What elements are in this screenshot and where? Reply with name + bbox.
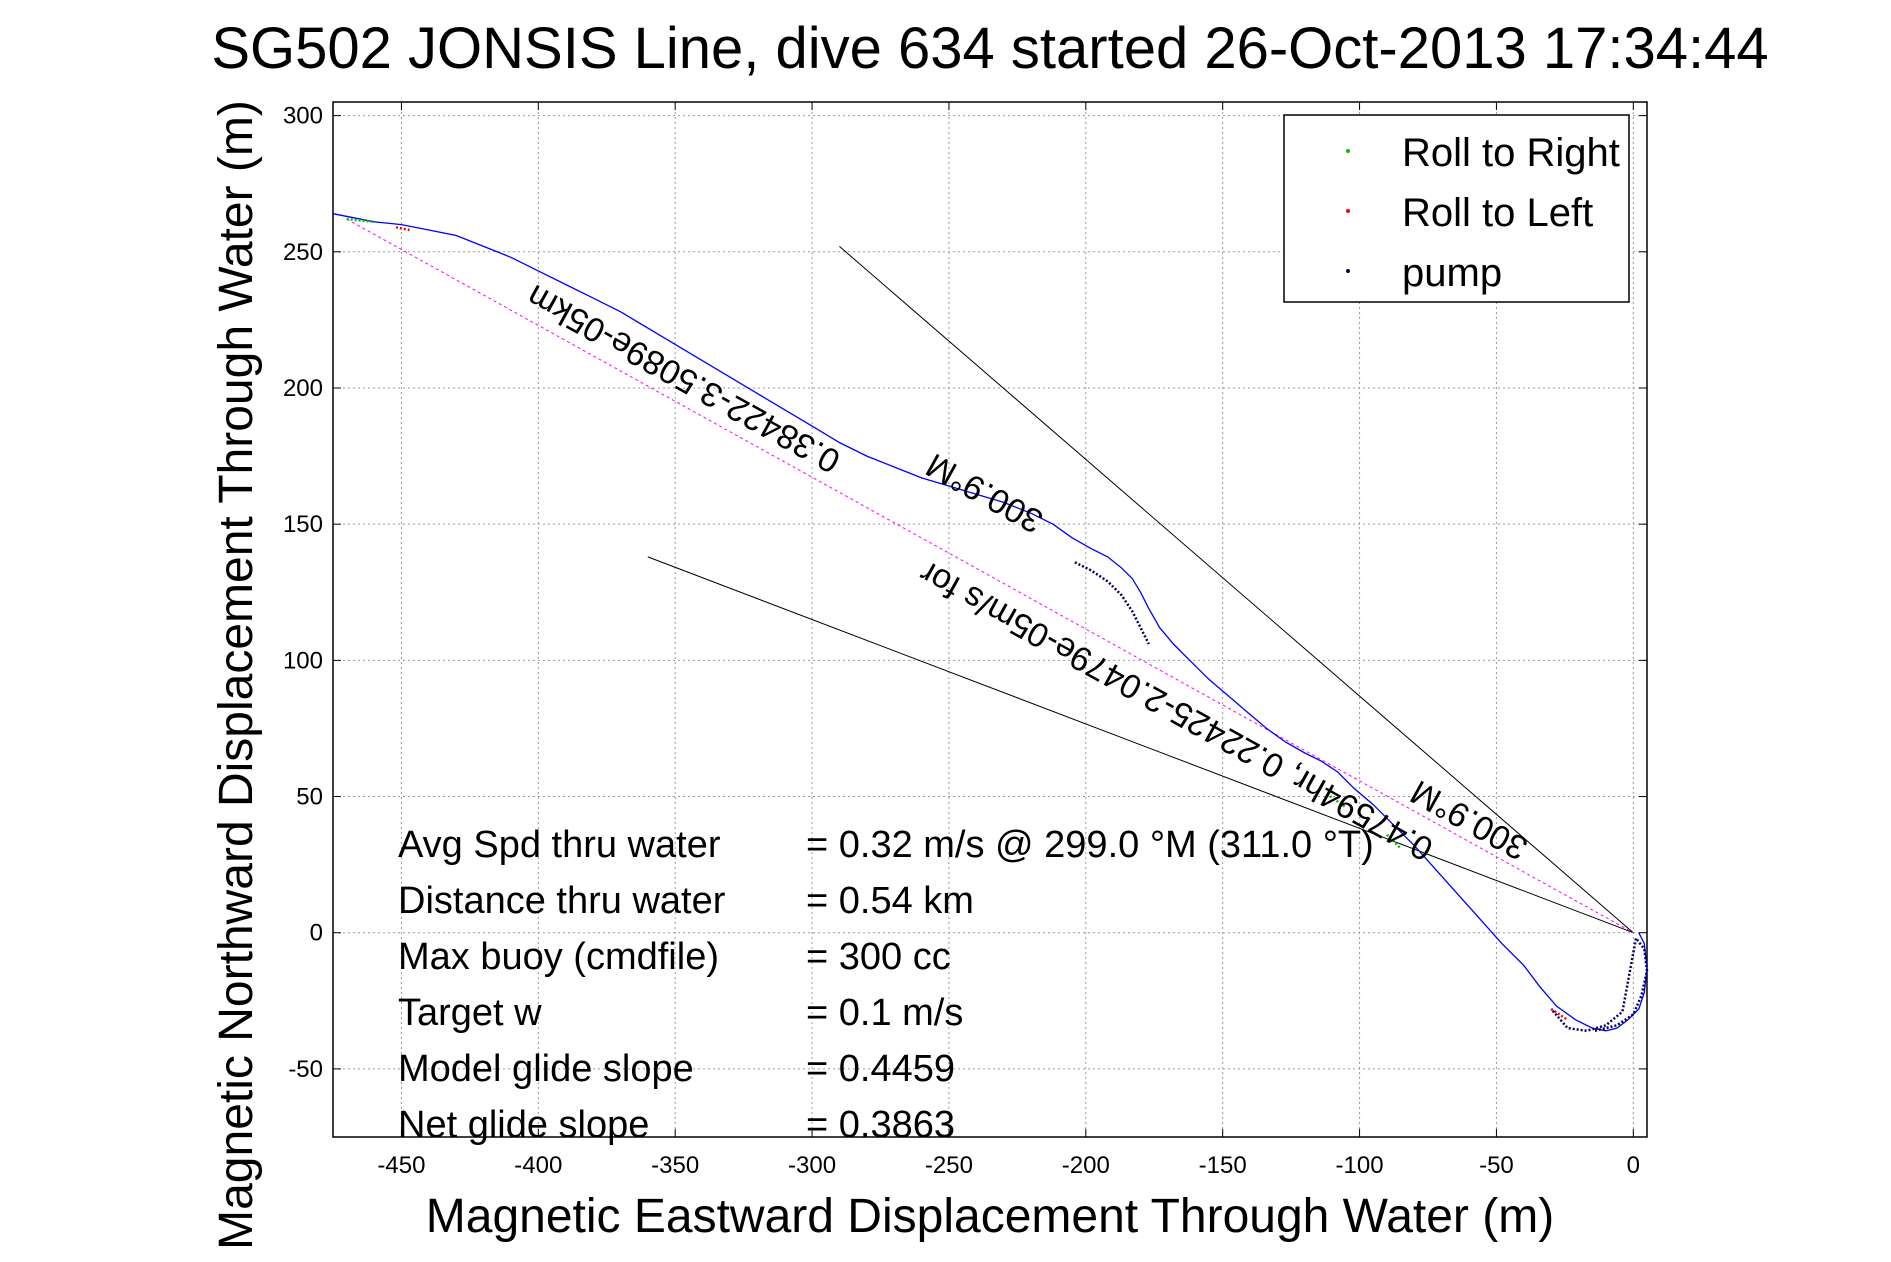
y-tick-label: 250 bbox=[283, 239, 323, 266]
reference-line bbox=[647, 556, 1634, 934]
info-block: Avg Spd thru water = 0.32 m/s @ 299.0 °M … bbox=[398, 824, 1374, 1146]
info-value: = 0.32 m/s @ 299.0 °M (311.0 °T) bbox=[806, 824, 1374, 866]
y-tick-label: 200 bbox=[283, 375, 323, 402]
legend-marker bbox=[1346, 209, 1350, 213]
y-tick-label: 0 bbox=[310, 920, 323, 947]
legend-box bbox=[1283, 114, 1630, 303]
reference-line bbox=[839, 246, 1634, 934]
info-label: Model glide slope bbox=[398, 1048, 694, 1090]
info-label: Net glide slope bbox=[398, 1104, 649, 1146]
x-tick-label: -400 bbox=[514, 1152, 562, 1179]
x-tick-label: -50 bbox=[1479, 1152, 1514, 1179]
info-value: = 300 cc bbox=[806, 936, 951, 978]
info-value: = 0.1 m/s bbox=[806, 992, 963, 1034]
legend-label: Roll to Right bbox=[1402, 131, 1620, 175]
y-tick-label: 300 bbox=[283, 103, 323, 130]
legend-marker bbox=[1346, 269, 1350, 273]
pump-segment bbox=[1550, 935, 1649, 1033]
track-line bbox=[332, 213, 1648, 1032]
x-axis-ticks: -450 -400 -350 -300 -250 -200 -150 -100 -50 0 bbox=[377, 102, 1640, 1179]
grid bbox=[333, 102, 1647, 1137]
plot-area bbox=[332, 101, 1648, 1138]
x-tick-label: -350 bbox=[651, 1152, 699, 1179]
y-tick-label: 150 bbox=[283, 511, 323, 538]
x-tick-label: -150 bbox=[1199, 1152, 1247, 1179]
info-label: Target w bbox=[398, 992, 542, 1034]
legend-label: Roll to Left bbox=[1402, 191, 1593, 235]
y-tick-label: 50 bbox=[296, 784, 323, 811]
info-label: Max buoy (cmdfile) bbox=[398, 936, 719, 978]
x-tick-label: -450 bbox=[377, 1152, 425, 1179]
x-tick-label: -100 bbox=[1336, 1152, 1384, 1179]
pump-segment bbox=[1074, 561, 1150, 645]
info-label: Distance thru water bbox=[398, 880, 726, 922]
info-value: = 0.54 km bbox=[806, 880, 974, 922]
info-value: = 0.4459 bbox=[806, 1048, 955, 1090]
info-value: = 0.3863 bbox=[806, 1104, 955, 1146]
y-axis-label: Magnetic Northward Displacement Through … bbox=[210, 100, 263, 1250]
y-tick-label: -50 bbox=[288, 1056, 323, 1083]
reference-lines bbox=[346, 218, 1634, 934]
x-axis-label: Magnetic Eastward Displacement Through W… bbox=[426, 1190, 1554, 1243]
legend: Roll to Right Roll to Left pump bbox=[1283, 114, 1630, 303]
roll-right-segment bbox=[346, 217, 375, 224]
info-label: Avg Spd thru water bbox=[398, 824, 721, 866]
roll-left-segment bbox=[1550, 1007, 1569, 1021]
roll-right-segment bbox=[1386, 833, 1402, 850]
x-tick-label: 0 bbox=[1627, 1152, 1640, 1179]
legend-marker bbox=[1346, 149, 1350, 153]
chart-title: SG502 JONSIS Line, dive 634 started 26-O… bbox=[211, 16, 1768, 81]
plot-frame bbox=[332, 101, 1648, 1138]
data-series bbox=[332, 213, 1649, 1033]
x-tick-label: -250 bbox=[925, 1152, 973, 1179]
y-axis-ticks: -50 0 50 100 150 200 250 300 bbox=[283, 103, 1647, 1083]
legend-label: pump bbox=[1402, 251, 1502, 295]
x-tick-label: -200 bbox=[1062, 1152, 1110, 1179]
x-tick-label: -300 bbox=[788, 1152, 836, 1179]
y-tick-label: 100 bbox=[283, 647, 323, 674]
heading-line bbox=[346, 218, 1634, 934]
